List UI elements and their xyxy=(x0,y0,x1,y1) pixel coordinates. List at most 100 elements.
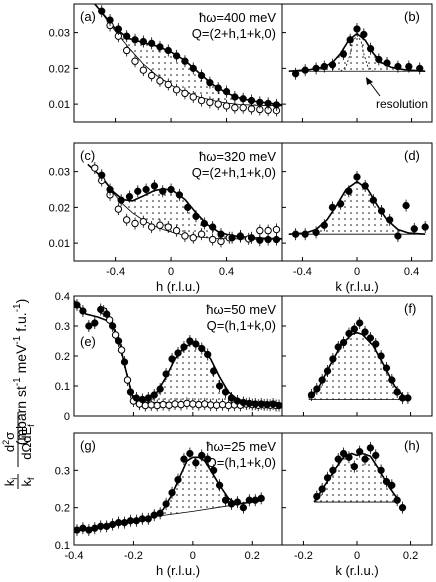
data-point-open xyxy=(171,400,179,408)
data-point-filled xyxy=(410,225,418,233)
data-point-filled xyxy=(312,64,320,73)
x-tick-label: 0.2 xyxy=(245,550,260,562)
data-point-filled xyxy=(323,474,332,482)
data-point-open xyxy=(147,401,155,409)
data-point-filled xyxy=(353,173,361,181)
plot-area-h xyxy=(313,441,407,514)
shaded-region xyxy=(308,332,411,400)
x-tick-label: 0.4 xyxy=(404,266,419,278)
data-point-filled xyxy=(142,185,150,194)
y-tick-label: 0.03 xyxy=(49,167,70,179)
y-axis-label: (mbarn st-1 meV-1 f.u.-1) xyxy=(12,299,29,446)
data-point-filled xyxy=(131,36,139,44)
data-point-filled xyxy=(377,466,385,474)
data-point-filled xyxy=(356,319,364,327)
data-point-filled xyxy=(421,223,429,231)
data-point-filled xyxy=(117,196,125,204)
data-point-filled xyxy=(172,52,181,60)
panel-b: (b) resolution xyxy=(281,3,433,123)
panel-label: (d) xyxy=(404,148,420,163)
x-axis-label: h (r.l.u.) xyxy=(156,563,200,578)
data-point-open xyxy=(164,80,172,89)
data-point-filled xyxy=(206,79,214,87)
data-point-filled xyxy=(247,234,256,242)
x-tick-label: 0.4 xyxy=(219,266,234,278)
data-point-filled xyxy=(382,364,391,372)
data-point-filled xyxy=(372,451,380,460)
data-point-open xyxy=(224,401,233,410)
data-point-filled xyxy=(346,36,354,44)
data-point-filled xyxy=(256,98,264,106)
data-point-filled xyxy=(339,338,348,347)
data-point-open xyxy=(141,401,150,410)
data-point-open xyxy=(164,223,172,231)
data-point-filled xyxy=(383,59,391,67)
plot-area-a xyxy=(94,4,282,117)
data-point-filled xyxy=(198,344,206,353)
data-point-filled xyxy=(144,515,152,523)
data-point-filled xyxy=(361,328,369,336)
data-point-filled xyxy=(318,485,326,493)
data-point-filled xyxy=(197,71,206,80)
data-point-filled xyxy=(291,70,300,78)
data-point-filled xyxy=(393,496,401,504)
x-tick-label: -0.2 xyxy=(294,550,313,562)
data-point-open xyxy=(156,221,164,229)
data-point-filled xyxy=(382,477,391,486)
data-point-filled xyxy=(221,496,230,504)
shaded-region xyxy=(288,181,426,235)
data-point-filled xyxy=(214,84,222,92)
plot-area-b xyxy=(288,23,426,80)
shaded-region xyxy=(94,4,282,106)
data-point-filled xyxy=(264,235,272,244)
data-point-open xyxy=(177,400,185,409)
data-point-filled xyxy=(301,230,309,238)
data-point-filled xyxy=(134,187,142,195)
plot-area-c xyxy=(87,162,282,248)
data-point-filled xyxy=(247,96,256,105)
data-point-filled xyxy=(366,334,375,342)
panel-label: (c) xyxy=(80,148,95,163)
shaded-region xyxy=(133,343,282,405)
data-point-filled xyxy=(233,498,242,506)
data-point-filled xyxy=(222,87,231,96)
data-point-filled xyxy=(192,459,200,467)
data-point-filled xyxy=(264,99,272,108)
x-axis-label: k (r.l.u.) xyxy=(335,279,378,294)
data-point-filled xyxy=(215,481,224,489)
panel-d: -0.4 0 0.4 (d) k (r.l.u.) xyxy=(281,142,433,294)
x-tick-label: 0 xyxy=(168,266,174,278)
data-point-filled xyxy=(175,191,184,199)
data-point-filled xyxy=(375,55,383,64)
data-point-filled xyxy=(336,200,345,208)
data-point-filled xyxy=(186,449,194,458)
data-point-open xyxy=(156,77,164,85)
data-point-filled xyxy=(323,367,332,375)
data-point-open xyxy=(165,401,173,409)
data-point-filled xyxy=(132,394,141,402)
data-point-filled xyxy=(200,219,208,228)
data-point-filled xyxy=(159,187,167,195)
data-point-filled xyxy=(313,385,321,393)
data-point-filled xyxy=(388,481,396,489)
data-point-filled xyxy=(353,25,361,33)
data-point-filled xyxy=(150,391,158,399)
data-point-filled xyxy=(144,394,152,402)
data-point-filled xyxy=(123,32,131,40)
panels: 0.010.020.03(a) ħω=400 meVQ=(2+h,1+k,0)(b… xyxy=(49,3,433,578)
data-point-filled xyxy=(307,391,316,399)
data-point-filled xyxy=(181,57,189,65)
x-axis-label: h (r.l.u.) xyxy=(156,279,200,294)
data-point-filled xyxy=(156,385,164,393)
data-point-filled xyxy=(162,370,170,378)
panel-label: (h) xyxy=(404,438,420,453)
x-tick-label: -0.4 xyxy=(106,266,125,278)
data-point-filled xyxy=(329,355,337,363)
data-point-filled xyxy=(402,201,410,210)
plot-area-g xyxy=(74,447,265,537)
data-point-filled xyxy=(239,95,247,103)
data-point-open xyxy=(91,164,99,172)
x-tick-label: -0.4 xyxy=(65,550,84,562)
data-point-open xyxy=(189,400,197,408)
